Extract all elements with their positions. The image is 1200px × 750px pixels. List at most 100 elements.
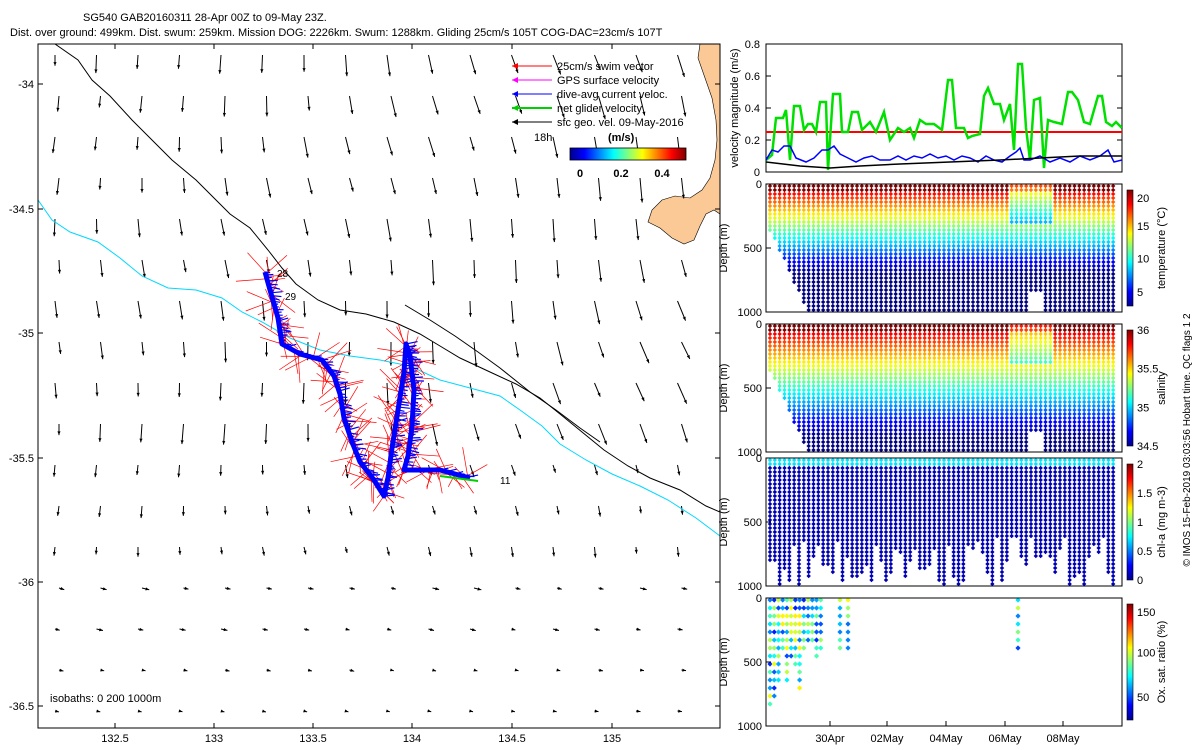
credit-text: © IMOS 15-Feb-2019 03:03:56 Hobart time.…: [1182, 313, 1193, 566]
arrow-head: [646, 359, 650, 364]
arrow-head: [137, 233, 141, 238]
arrow-head: [98, 438, 102, 442]
arrow-head: [222, 112, 226, 117]
arrow-head: [555, 153, 559, 158]
arrow-head: [261, 470, 265, 475]
arrow-head: [306, 437, 310, 442]
isobath-1000m: [54, 44, 720, 513]
section-colorbar: [1126, 329, 1134, 447]
arrow-head: [510, 709, 515, 713]
colorbar-tick: 0.4: [654, 168, 670, 180]
arrow-head: [682, 668, 687, 672]
arrow-head: [602, 115, 606, 120]
legend-arrowhead: [512, 105, 518, 111]
section-colorbar: [1126, 463, 1134, 581]
arrow-head: [226, 274, 230, 279]
arrow-head: [181, 627, 186, 632]
arrow-head: [473, 510, 477, 515]
arrow-head: [511, 627, 516, 631]
arrow-head: [184, 586, 189, 590]
arrow-head: [431, 359, 435, 364]
swim-vector: [293, 350, 299, 375]
arrow-head: [556, 274, 560, 279]
legend-entry: dive-avg current veloc.: [557, 89, 668, 101]
arrow-head: [265, 112, 269, 117]
arrow-head: [57, 431, 61, 436]
arrow-head: [513, 149, 517, 154]
arrow-head: [222, 440, 226, 445]
velocity-arrow: [556, 341, 564, 366]
swim-vector: [235, 278, 267, 282]
colorbar-tick-label: 1.5: [1137, 488, 1152, 500]
arrow-head: [139, 627, 144, 631]
section-profiles: [767, 324, 1116, 452]
arrow-head: [221, 316, 225, 321]
lat-tick-label: -36.5: [9, 701, 34, 713]
colorbar-tick: 0.2: [613, 168, 628, 180]
arrow-head: [226, 586, 231, 590]
arrow-head: [681, 72, 685, 77]
arrow-head: [434, 441, 439, 446]
arrow-head: [430, 628, 434, 632]
arrow-head: [137, 709, 142, 713]
depth-tick-label: 1000: [738, 307, 762, 319]
time-tick-label: 02May: [870, 733, 904, 745]
arrow-head: [677, 471, 681, 476]
arrow-head: [262, 148, 266, 153]
track-label-11: 11: [500, 476, 511, 487]
velocity-arrow: [432, 423, 438, 446]
arrow-head: [55, 190, 59, 195]
arrow-head: [96, 709, 101, 713]
arrow-head: [431, 281, 436, 286]
arrow-head: [435, 110, 439, 115]
arrow-head: [684, 438, 688, 443]
arrow-head: [56, 511, 60, 516]
arrow-head: [471, 628, 476, 632]
arrow-head: [389, 668, 394, 672]
arrow-head: [595, 627, 600, 631]
arrow-head: [345, 627, 350, 631]
speed-colorbar: [569, 147, 687, 161]
sfc-series: [766, 155, 1122, 169]
colorbar-tick-label: 1: [1137, 517, 1143, 529]
arrow-head: [57, 269, 62, 274]
swim-vector: [372, 495, 385, 512]
arrow-head: [516, 586, 521, 590]
arrow-head: [347, 352, 351, 357]
arrow-head: [599, 586, 604, 590]
arrow-head: [393, 113, 397, 118]
arrow-head: [428, 552, 432, 557]
arrow-head: [264, 440, 268, 444]
arrow-head: [682, 316, 686, 321]
arrow-head: [145, 587, 150, 591]
arrow-head: [350, 187, 354, 192]
arrow-head: [598, 197, 602, 201]
arrow-head: [100, 355, 104, 360]
velocity-arrow: [677, 382, 688, 404]
arrow-head: [469, 552, 473, 557]
arrow-head: [182, 189, 186, 193]
figure-title: SG540 GAB20160311 28-Apr 00Z to 09-May 2…: [83, 12, 327, 24]
depth-tick-label: 1000: [738, 721, 762, 733]
colorbar-tick-label: 35.5: [1137, 364, 1158, 376]
swim-vector: [348, 409, 367, 432]
arrow-head: [95, 230, 99, 234]
arrow-head: [98, 103, 102, 108]
velocity-tick-label: 0: [754, 167, 760, 179]
velocity-arrow: [598, 95, 606, 120]
velocity-arrow: [639, 177, 643, 203]
arrow-head: [60, 587, 65, 591]
arrow-head: [94, 473, 98, 478]
arrow-head: [181, 512, 185, 516]
arrow-head: [268, 586, 272, 590]
arrow-head: [476, 436, 480, 441]
arrow-head: [344, 709, 349, 713]
legend-arrowhead: [512, 91, 518, 97]
arrow-head: [219, 550, 224, 555]
arrow-head: [387, 627, 392, 631]
swim-vector: [265, 255, 288, 275]
velocity-arrow: [515, 259, 517, 284]
arrow-head: [263, 627, 268, 631]
velocity-panel: 0 0.2 0.4 0.6 0.8 velocity magnitude (m/s): [729, 39, 1123, 179]
dac-series: [766, 144, 1122, 163]
